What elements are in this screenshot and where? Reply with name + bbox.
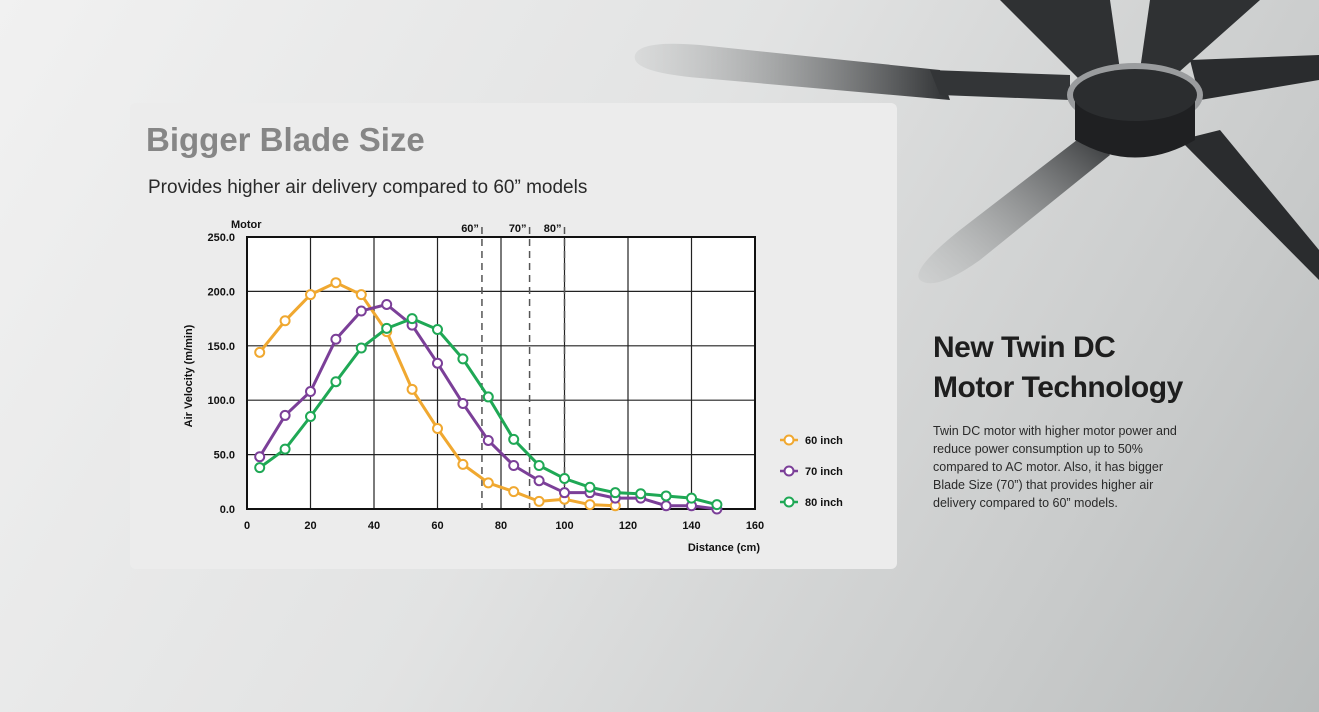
x-tick-label: 80 xyxy=(495,520,507,532)
legend-label: 70 inch xyxy=(805,466,843,478)
x-tick-label: 140 xyxy=(682,520,700,532)
data-point xyxy=(355,289,367,301)
x-axis-label: Distance (cm) xyxy=(688,542,760,554)
x-tick-label: 0 xyxy=(244,520,250,532)
data-point xyxy=(279,409,291,421)
data-point xyxy=(254,346,266,358)
data-point xyxy=(711,499,723,511)
marker-label: 60” xyxy=(461,223,479,235)
data-point xyxy=(432,357,443,369)
y-tick-label: 150.0 xyxy=(207,341,235,353)
data-point xyxy=(432,422,443,434)
y-tick-label: 200.0 xyxy=(207,286,235,298)
chart-card: Bigger Blade Size Provides higher air de… xyxy=(130,103,897,569)
y-tick-label: 100.0 xyxy=(207,395,235,407)
legend-label: 60 inch xyxy=(805,435,843,447)
data-point xyxy=(254,462,266,474)
data-point xyxy=(305,411,316,423)
data-point xyxy=(686,492,697,504)
data-point xyxy=(406,383,418,395)
data-point xyxy=(330,376,342,388)
data-point xyxy=(482,391,494,403)
marker-label: 70” xyxy=(509,223,527,235)
x-tick-label: 20 xyxy=(304,520,316,532)
card-title: Bigger Blade Size xyxy=(146,121,425,158)
data-point xyxy=(584,499,596,511)
y-tick-label: 0.0 xyxy=(220,504,235,516)
data-point xyxy=(457,397,469,409)
legend-marker xyxy=(783,465,795,477)
plot-border xyxy=(246,236,756,510)
data-point xyxy=(508,433,520,445)
marker-label: 80” xyxy=(544,223,562,235)
data-point xyxy=(584,481,596,493)
data-point xyxy=(381,322,393,334)
chart: Motor Distance (cm) Air Velocity (m/min)… xyxy=(183,219,843,554)
data-point xyxy=(635,488,647,500)
feature-title: New Twin DC Motor Technology xyxy=(933,331,1183,404)
data-point xyxy=(559,473,570,485)
data-point xyxy=(457,458,469,470)
data-point xyxy=(355,305,367,317)
y-tick-label: 250.0 xyxy=(207,232,235,244)
data-point xyxy=(305,289,316,301)
data-point xyxy=(279,443,291,455)
card-subtitle: Provides higher air delivery compared to… xyxy=(148,177,588,198)
x-tick-label: 120 xyxy=(619,520,637,532)
x-tick-label: 40 xyxy=(368,520,380,532)
y-axis-label: Air Velocity (m/min) xyxy=(183,324,195,427)
top-label: Motor xyxy=(231,219,262,231)
feature-body: Twin DC motor with higher motor power an… xyxy=(933,424,1177,510)
data-point xyxy=(457,353,469,365)
data-point xyxy=(432,323,443,335)
data-point xyxy=(533,495,545,507)
legend-marker xyxy=(783,496,795,508)
data-point xyxy=(508,486,520,498)
data-point xyxy=(482,434,494,446)
data-point xyxy=(330,333,342,345)
data-point xyxy=(660,490,672,502)
data-point xyxy=(533,459,545,471)
data-point xyxy=(508,459,520,471)
x-tick-label: 160 xyxy=(746,520,764,532)
data-point xyxy=(330,277,342,289)
data-point xyxy=(559,487,570,499)
data-point xyxy=(279,315,291,327)
data-point xyxy=(406,313,418,325)
data-point xyxy=(305,385,316,397)
data-point xyxy=(381,298,393,310)
data-point xyxy=(355,342,367,354)
legend-marker xyxy=(783,434,795,446)
legend-label: 80 inch xyxy=(805,497,843,509)
y-tick-label: 50.0 xyxy=(214,450,235,462)
data-point xyxy=(609,487,621,499)
x-tick-label: 60 xyxy=(431,520,443,532)
x-tick-label: 100 xyxy=(555,520,573,532)
data-point xyxy=(254,451,266,463)
data-point xyxy=(533,475,545,487)
data-point xyxy=(482,477,494,489)
data-point xyxy=(660,500,672,512)
